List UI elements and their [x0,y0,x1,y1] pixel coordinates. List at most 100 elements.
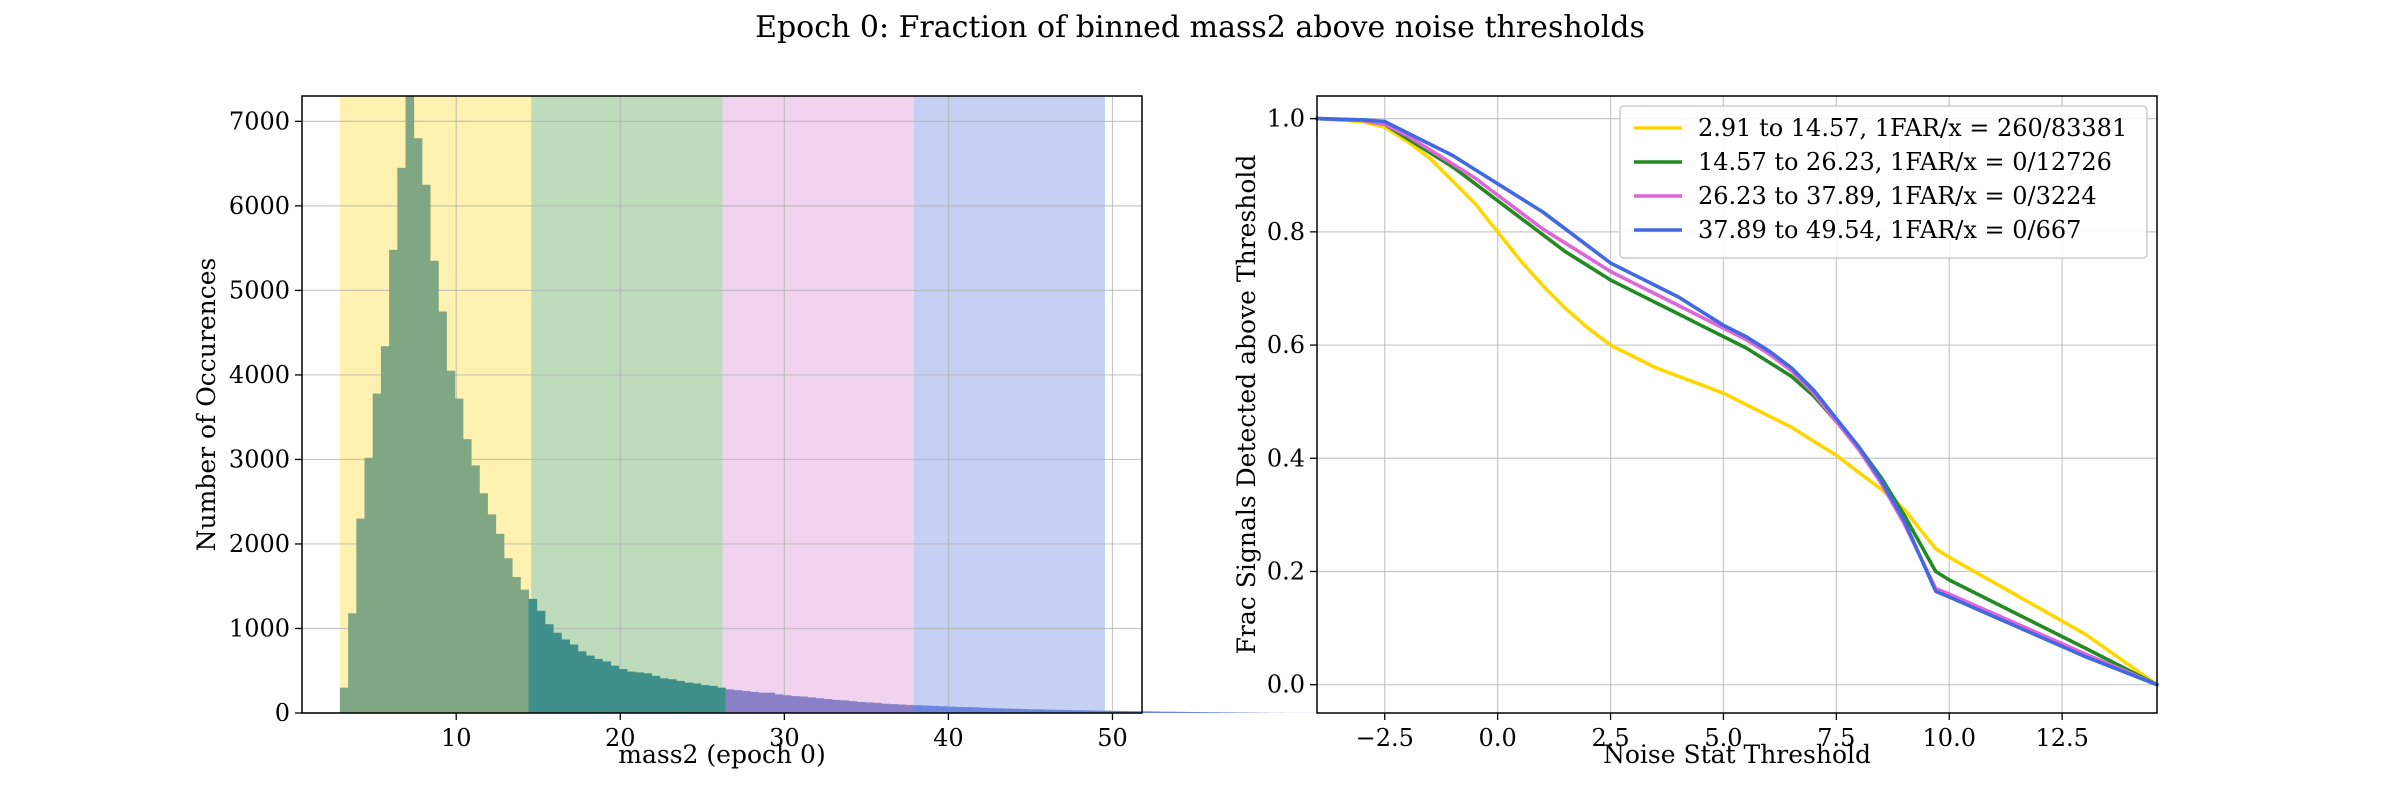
histogram-x-tick-label: 10 [441,724,472,752]
threshold-y-tick-label: 0.0 [1267,671,1305,699]
mass-range-band-2 [531,96,723,713]
histogram-bar [848,701,858,713]
histogram-bar [815,698,825,713]
histogram-bar [536,610,546,713]
histogram-bar [840,700,849,713]
histogram-bar [389,249,398,713]
histogram-bar [791,696,800,713]
histogram-y-tick-label: 6000 [229,192,290,220]
histogram-bar [561,639,570,713]
threshold-y-tick-label: 0.8 [1267,218,1305,246]
histogram-x-tick-label: 30 [769,724,800,752]
histogram-bar [1135,711,1145,713]
threshold-axes-frame [1316,95,2158,714]
histogram-bars [339,96,1317,714]
threshold-x-tick-label: 7.5 [1817,724,1855,752]
legend-items: 2.91 to 14.57, 1FAR/x = 260/83381 14.57 t… [1634,114,2127,244]
histogram-bar [585,655,595,713]
histogram-bar [799,696,808,713]
histogram-bar [569,644,579,713]
histogram-bar [1004,708,1013,713]
histogram-bar [1110,710,1120,713]
detection-fraction-panel: −2.5 0.0 2.5 5.0 7.5 10.0 12.5 0.0 0.2 0.4 0.6 0.8 1… [1232,95,2159,769]
threshold-x-tick-label: 5.0 [1704,724,1742,752]
histogram-bar [889,704,899,713]
histogram-bar [856,702,866,713]
threshold-y-tick-label: 0.6 [1267,331,1305,359]
histogram-bar [955,706,964,713]
histogram-bar [1078,710,1087,713]
histogram-bar [1053,709,1063,713]
histogram-bar [930,705,940,713]
histogram-bar [635,672,644,713]
series-line-2 [1315,116,2159,687]
histogram-bar [1094,710,1104,713]
histogram-x-tick-label: 50 [1097,724,1128,752]
histogram-bar [733,690,743,713]
histogram-bar [832,699,841,713]
histogram-bar [577,651,587,713]
histogram-bar [1045,709,1054,713]
legend-label-1: 2.91 to 14.57, 1FAR/x = 260/83381 [1698,114,2127,142]
histogram-bar [668,679,677,713]
threshold-y-tick-label: 0.4 [1267,444,1305,472]
histogram-bar [438,311,447,713]
histogram-bar [364,457,374,713]
histogram-y-tick-label: 1000 [229,614,290,642]
histogram-bar [430,260,439,713]
histogram-y-axis-label: Number of Occurences [192,258,221,552]
histogram-bar [766,692,776,713]
histogram-bar [774,694,784,713]
histogram-bar [618,669,628,713]
histogram-bar [1184,711,1194,713]
histogram-bar [684,682,694,713]
histogram-bar [922,705,931,713]
histogram-bar [446,370,456,713]
histogram-bar [1193,712,1202,713]
histogram-bar [356,518,365,713]
histogram-bar [479,493,488,713]
histogram-y-tick-label: 5000 [229,276,290,304]
threshold-y-tick-label: 1.0 [1267,105,1305,133]
histogram-bar [864,702,874,713]
histogram-bar [1168,711,1178,713]
histogram-bar [413,138,423,714]
histogram-bar [1012,708,1022,713]
threshold-x-tick-label: 0.0 [1479,724,1517,752]
histogram-bar [717,687,726,713]
threshold-x-tick-label: 2.5 [1591,724,1629,752]
histogram-bar [495,533,505,713]
histogram-bar [1127,711,1137,713]
histogram-bar [462,439,472,713]
histogram-bar [1225,712,1235,713]
histogram-y-tick-label: 0 [275,699,290,727]
histogram-bar [544,624,554,713]
threshold-x-axis-label: Noise Stat Threshold [1603,740,1871,769]
threshold-y-tick-label: 0.2 [1267,557,1305,585]
histogram-bar [1209,712,1219,713]
mass-range-band-3 [722,96,914,713]
histogram-bar [487,514,497,713]
histogram-bar [471,465,480,713]
histogram-bar [914,705,923,713]
histogram-bar [643,673,653,713]
histogram-bar [741,691,751,713]
histogram-bar [1028,709,1038,713]
histogram-x-tick-label: 20 [605,724,636,752]
histogram-bar [979,707,989,713]
histogram-bar [938,706,948,713]
histogram-y-tick-label: 3000 [229,445,290,473]
histogram-bar [454,398,464,713]
series-line-4 [1315,116,2159,687]
histogram-bar [971,707,981,713]
histogram-y-tick-label: 7000 [229,107,290,135]
histogram-bar [963,707,972,713]
histogram-bar [700,685,710,713]
histogram-bar [782,695,792,713]
histogram-bar [627,671,636,713]
figure-title: Epoch 0: Fraction of binned mass2 above … [755,10,1645,45]
histogram-bar [339,687,349,713]
histogram-bar [1102,710,1112,713]
histogram-bar [807,697,817,713]
histogram-bar [905,704,915,713]
